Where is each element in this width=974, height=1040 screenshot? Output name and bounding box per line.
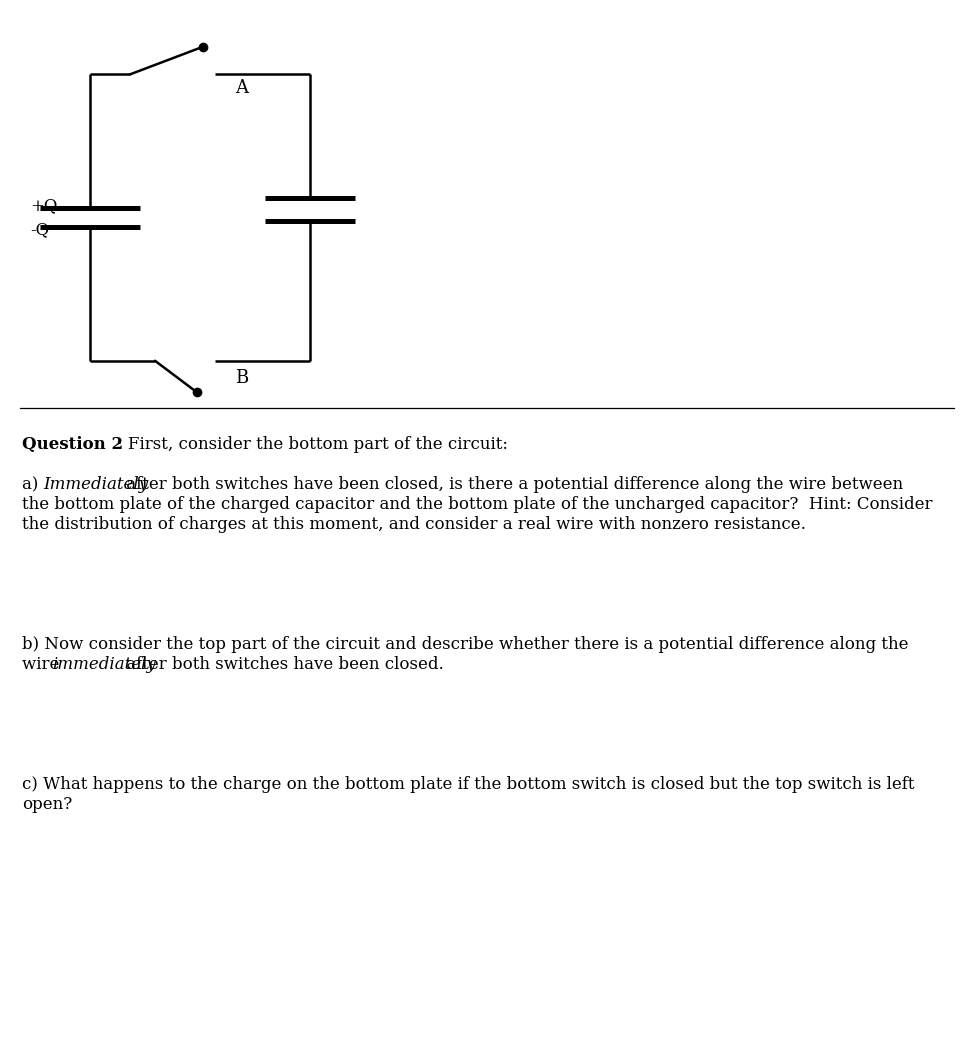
Text: open?: open? [22,796,72,813]
Text: c) What happens to the charge on the bottom plate if the bottom switch is closed: c) What happens to the charge on the bot… [22,776,915,792]
Text: wire: wire [22,656,64,673]
Text: Question 2: Question 2 [22,436,123,453]
Text: A: A [235,79,248,98]
Text: b) Now consider the top part of the circuit and describe whether there is a pote: b) Now consider the top part of the circ… [22,636,909,653]
Text: +Q: +Q [30,198,57,214]
Text: Immediately: Immediately [43,476,148,493]
Text: after both switches have been closed.: after both switches have been closed. [121,656,444,673]
Text: : First, consider the bottom part of the circuit:: : First, consider the bottom part of the… [117,436,508,453]
Text: the distribution of charges at this moment, and consider a real wire with nonzer: the distribution of charges at this mome… [22,516,805,532]
Text: immediately: immediately [52,656,156,673]
Text: the bottom plate of the charged capacitor and the bottom plate of the uncharged : the bottom plate of the charged capacito… [22,496,932,513]
Text: -Q: -Q [30,220,49,238]
Text: after both switches have been closed, is there a potential difference along the : after both switches have been closed, is… [121,476,903,493]
Text: B: B [235,368,248,387]
Text: a): a) [22,476,44,493]
